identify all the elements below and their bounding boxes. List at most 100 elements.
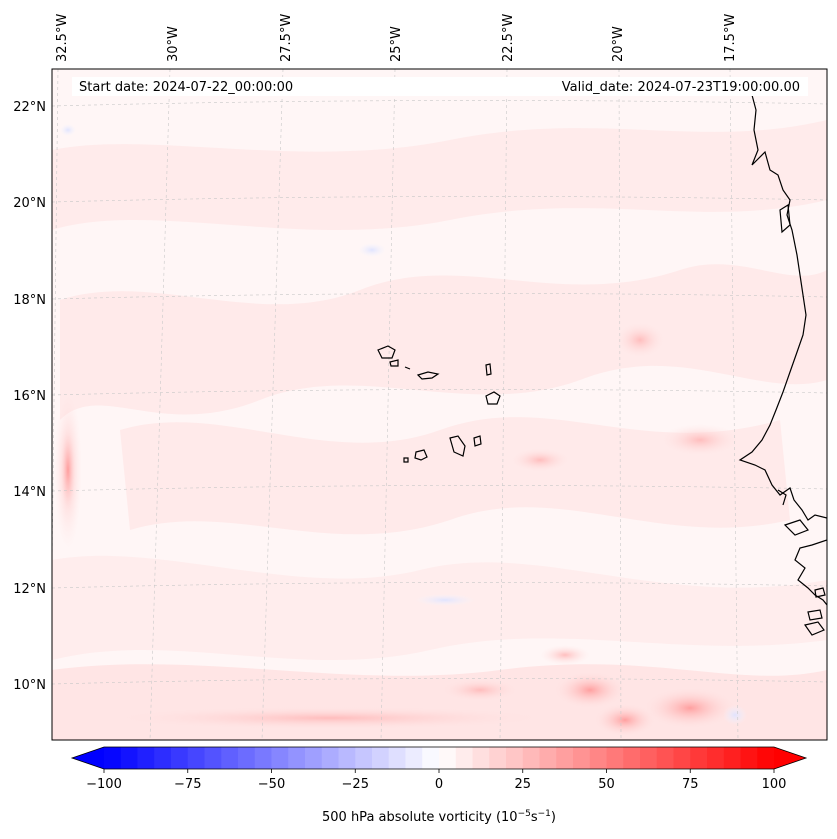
colorbar-tick-label: −100	[86, 777, 122, 792]
longitude-label: 20°W	[611, 26, 626, 62]
vorticity-maximum	[540, 645, 590, 665]
colorbar-cell	[422, 747, 440, 769]
colorbar-cell	[254, 747, 273, 769]
vorticity-minimum	[415, 594, 475, 606]
colorbar-extend-min	[72, 747, 104, 769]
colorbar-cell	[388, 747, 407, 769]
latitude-label: 22°N	[13, 100, 46, 115]
colorbar-cell	[623, 747, 641, 769]
coastline-island	[807, 609, 823, 621]
colorbar-label-close: )	[551, 810, 556, 825]
colorbar-cell	[238, 747, 256, 769]
parallel-line	[52, 293, 827, 300]
colorbar-tick-label: 75	[682, 777, 699, 792]
longitude-label: 25°W	[389, 26, 404, 62]
meridian-line	[261, 69, 284, 740]
colorbar-cell	[556, 747, 574, 769]
parallel-line	[52, 389, 827, 396]
latitude-label: 10°N	[13, 678, 46, 693]
colorbar-cell	[221, 747, 239, 769]
latitude-label: 16°N	[13, 389, 46, 404]
colorbar-cell	[439, 747, 457, 769]
colorbar-cell	[690, 747, 708, 769]
colorbar-tick-label: −50	[258, 777, 285, 792]
longitude-label: 30°W	[166, 26, 181, 62]
colorbar-cell	[606, 747, 624, 769]
island-boa-vista	[485, 391, 501, 405]
vorticity-maximum	[595, 704, 655, 736]
start-date-label: Start date: 2024-07-22_00:00:00	[79, 80, 293, 95]
colorbar-cell	[372, 747, 390, 769]
coastline-bay	[783, 519, 809, 536]
colorbar-cell	[355, 747, 373, 769]
colorbar-cell	[271, 747, 289, 769]
colorbar-cell	[539, 747, 557, 769]
meridian-line	[380, 69, 396, 740]
vorticity-contour	[60, 264, 827, 420]
colorbar-cell	[204, 747, 222, 769]
parallel-line	[52, 678, 827, 685]
latitude-label: 12°N	[13, 582, 46, 597]
meridian-line	[618, 69, 622, 740]
colorbar-label-unit: s	[531, 810, 538, 825]
latitude-label: 20°N	[13, 196, 46, 211]
colorbar-cell	[589, 747, 608, 769]
island-santa-luzia	[404, 366, 411, 370]
colorbar-tick-label: 0	[435, 777, 443, 792]
parallel-line	[52, 196, 827, 203]
colorbar-cell	[757, 747, 775, 769]
island-sao-nicolau	[416, 371, 440, 380]
colorbar-label-exp1: −5	[518, 809, 531, 819]
vorticity-maximum	[510, 448, 570, 472]
colorbar-cell	[288, 747, 306, 769]
parallel-line	[52, 100, 827, 107]
latitude-label: 18°N	[13, 293, 46, 308]
vorticity-contour	[120, 417, 790, 535]
latitude-labels: 22°N 20°N 18°N 16°N 14°N 12°N 10°N	[13, 100, 46, 693]
meridian-line	[149, 69, 171, 740]
colorbar-tick-label: −75	[174, 777, 201, 792]
colorbar-tick-label: −25	[342, 777, 369, 792]
island-sal	[485, 363, 492, 376]
longitude-label: 32.5°W	[55, 14, 70, 62]
vorticity-minimum	[60, 124, 76, 136]
island-maio	[473, 435, 482, 447]
coastline-bay	[779, 203, 791, 234]
vorticity-maximum	[555, 672, 625, 708]
longitude-labels: 32.5°W 30°W 27.5°W 25°W 22.5°W 20°W 17.5…	[55, 14, 738, 62]
coastlines	[377, 94, 827, 636]
colorbar-cell	[506, 747, 524, 769]
colorbar-cell	[187, 747, 206, 769]
vorticity-maximum	[660, 424, 740, 456]
colorbar-cells	[104, 747, 775, 769]
vorticity-maximum	[61, 430, 75, 510]
colorbar-cell	[472, 747, 490, 769]
map-panel: Start date: 2024-07-22_00:00:00 Valid_da…	[51, 68, 828, 741]
latitude-label: 14°N	[13, 485, 46, 500]
colorbar-cell	[305, 747, 323, 769]
colorbar-cell	[640, 747, 658, 769]
vorticity-minimum	[358, 243, 386, 257]
colorbar-cell	[522, 747, 541, 769]
colorbar-label-exp2: −1	[538, 809, 551, 819]
longitude-label: 17.5°W	[723, 14, 738, 62]
colorbar-cell	[455, 747, 474, 769]
longitude-label: 22.5°W	[501, 14, 516, 62]
colorbar-cell	[104, 747, 122, 769]
colorbar-cell	[154, 747, 172, 769]
colorbar-cell	[321, 747, 340, 769]
vorticity-maximum	[645, 688, 735, 728]
africa-coastline	[738, 94, 827, 606]
colorbar-label: 500 hPa absolute vorticity (10−5s−1)	[322, 809, 556, 825]
colorbar-cell	[120, 747, 139, 769]
colorbar-cell	[673, 747, 691, 769]
graticule	[52, 69, 827, 740]
vorticity-maximum	[615, 322, 665, 358]
vorticity-contour	[52, 555, 827, 660]
island-brava	[403, 457, 409, 463]
meridian-line	[499, 69, 508, 740]
colorbar-cell	[707, 747, 725, 769]
vorticity-field	[52, 120, 827, 740]
colorbar-cell	[740, 747, 758, 769]
colorbar-tick-label: 50	[598, 777, 615, 792]
